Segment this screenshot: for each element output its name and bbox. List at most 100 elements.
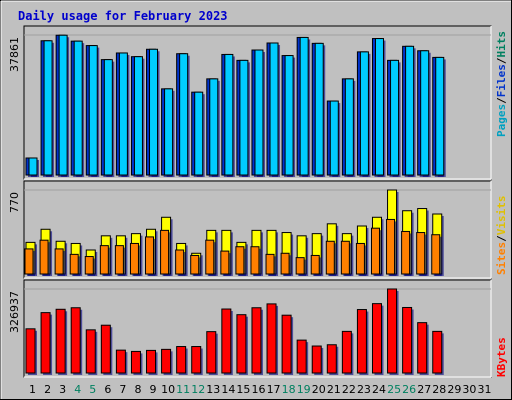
bar-files-day-25 (390, 59, 401, 177)
bar-sites-day-7 (114, 245, 126, 276)
bar-sites-day-18 (280, 252, 292, 276)
bar-sites-day-27 (416, 232, 427, 276)
bar-files-day-19 (299, 36, 311, 178)
bar-sites-day-24 (370, 227, 382, 276)
bar-sites-day-6 (99, 245, 111, 276)
bar-kbytes-day-20 (311, 345, 324, 375)
day-label-27: 27 (417, 383, 431, 396)
bar-kbytes-day-26 (402, 306, 414, 375)
bar-files-day-28 (435, 56, 446, 177)
bar-sites-day-13 (205, 239, 216, 276)
bar-sites-day-14 (220, 250, 231, 276)
bar-files-day-5 (88, 45, 100, 177)
bar-files-day-7 (118, 52, 130, 177)
day-label-11: 11 (176, 383, 190, 396)
day-label-12: 12 (191, 383, 205, 396)
bar-sites-day-25 (386, 218, 397, 276)
legend-item: KBytes (495, 337, 508, 377)
bar-sites-day-17 (265, 253, 277, 276)
day-label-19: 19 (297, 383, 311, 396)
day-label-23: 23 (357, 383, 371, 396)
bar-files-day-24 (374, 38, 386, 177)
bar-files-day-16 (254, 49, 265, 177)
bar-kbytes-day-22 (341, 330, 354, 375)
bar-sites-day-4 (69, 253, 81, 276)
bar-sites-day-3 (54, 248, 66, 276)
day-label-18: 18 (282, 383, 296, 396)
bar-files-day-8 (133, 56, 145, 177)
bar-sites-day-1 (24, 248, 35, 276)
day-label-6: 6 (104, 383, 111, 396)
bar-kbytes-day-15 (236, 314, 248, 375)
bar-files-day-17 (269, 42, 281, 177)
legend-item: Hits (495, 31, 508, 58)
bar-kbytes-day-9 (146, 349, 158, 375)
bar-kbytes-day-21 (326, 344, 339, 375)
bar-kbytes-day-6 (100, 324, 113, 375)
bar-files-day-1 (28, 157, 39, 177)
day-label-24: 24 (372, 383, 386, 396)
day-label-25: 25 (387, 383, 401, 396)
bar-sites-day-12 (190, 254, 201, 276)
day-label-20: 20 (312, 383, 326, 396)
bar-kbytes-day-28 (432, 330, 444, 375)
legend-visits_sites: Sites/Visits (495, 196, 508, 276)
bar-files-day-3 (58, 34, 70, 178)
day-label-16: 16 (252, 383, 266, 396)
bar-files-day-15 (239, 59, 250, 177)
bar-kbytes-day-1 (25, 328, 37, 375)
bar-kbytes-day-25 (387, 288, 399, 375)
day-label-2: 2 (44, 383, 51, 396)
bar-files-day-2 (43, 40, 55, 177)
chart-title: Daily usage for February 2023 (18, 9, 228, 23)
bar-sites-day-21 (325, 240, 337, 276)
bar-files-day-26 (405, 45, 416, 177)
legend-hits_files_pages: Pages/Files/Hits (495, 31, 508, 137)
bar-files-day-6 (103, 59, 115, 177)
bar-sites-day-28 (431, 234, 442, 276)
ymax-label-kbytes: 326937 (8, 291, 21, 333)
bar-files-day-11 (179, 53, 190, 177)
day-label-10: 10 (161, 383, 175, 396)
bar-kbytes-day-5 (85, 329, 98, 375)
bar-kbytes-day-8 (130, 350, 143, 375)
bar-sites-day-20 (310, 254, 322, 276)
bars (24, 34, 446, 375)
bar-kbytes-day-7 (115, 349, 128, 375)
bar-sites-day-11 (175, 249, 186, 276)
bar-sites-day-26 (401, 230, 412, 276)
bar-sites-day-22 (340, 240, 352, 276)
day-label-4: 4 (74, 383, 81, 396)
bar-kbytes-day-11 (176, 346, 188, 375)
bar-files-day-13 (209, 78, 220, 177)
day-labels: 1 2 3 4 5 6 7 8 9 10 11 12 13 14 15 16 17 18 19 20 21 22 23 24 2… (29, 383, 491, 396)
day-label-1: 1 (29, 383, 36, 396)
legend-kbytes: KBytes (495, 337, 508, 377)
bar-sites-day-15 (235, 246, 246, 276)
bar-kbytes-day-14 (221, 308, 233, 375)
bar-sites-day-9 (145, 236, 156, 276)
day-label-3: 3 (59, 383, 66, 396)
day-label-26: 26 (402, 383, 416, 396)
bar-files-day-27 (420, 50, 431, 177)
day-label-21: 21 (327, 383, 341, 396)
bar-kbytes-day-3 (55, 308, 68, 375)
day-label-30: 30 (462, 383, 476, 396)
legend-item: Files (495, 64, 508, 97)
bar-kbytes-day-16 (251, 307, 263, 375)
bar-kbytes-day-13 (206, 331, 218, 375)
panel-legends: 37861Pages/Files/Hits770Sites/Visits3269… (8, 31, 508, 377)
day-label-22: 22 (342, 383, 356, 396)
bar-kbytes-day-24 (371, 303, 384, 375)
day-label-9: 9 (150, 383, 157, 396)
bar-files-day-23 (359, 51, 371, 178)
legend-item: / (495, 57, 508, 64)
bar-kbytes-day-27 (417, 322, 429, 375)
bar-sites-day-23 (355, 242, 367, 276)
bar-files-day-22 (344, 78, 356, 177)
bar-files-day-18 (284, 55, 296, 178)
bar-sites-day-10 (160, 229, 171, 276)
legend-item: Sites (495, 242, 508, 275)
day-label-17: 17 (267, 383, 281, 396)
